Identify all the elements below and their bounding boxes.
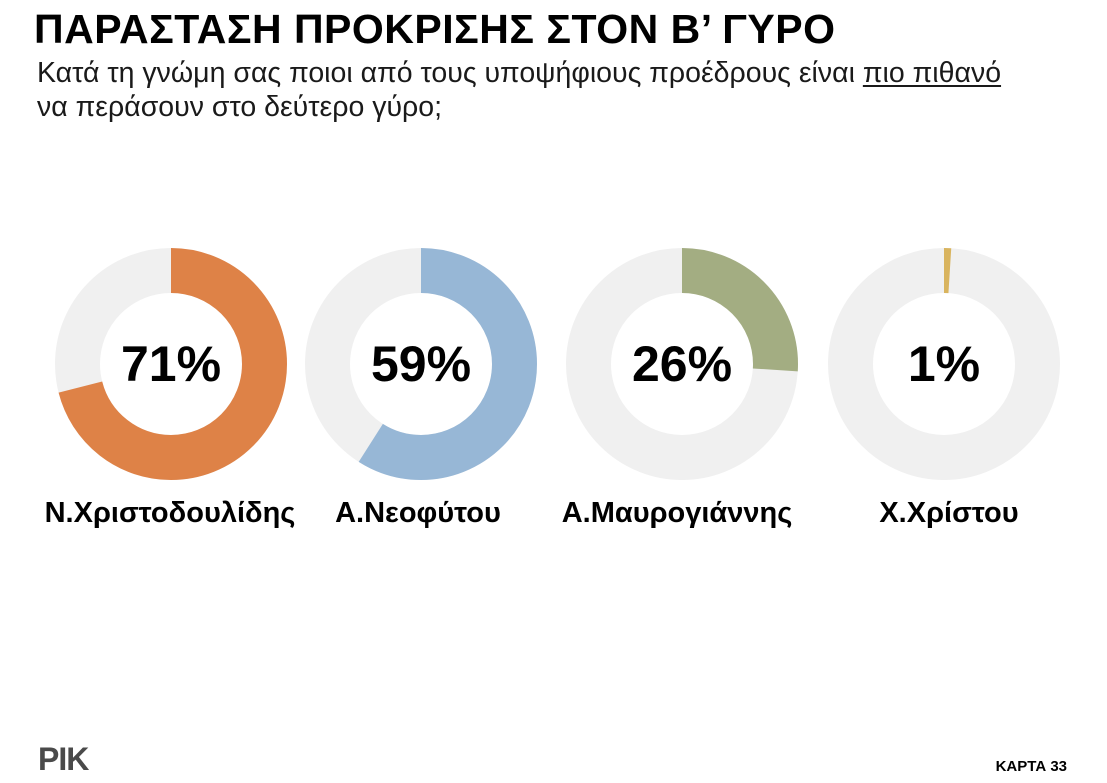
donut-1: 71% — [55, 248, 287, 480]
donut-slice-3 — [566, 248, 798, 480]
donut-value-label: 26% — [631, 336, 733, 392]
donut-slice-2 — [305, 248, 537, 480]
donut-slice-1 — [55, 248, 287, 480]
donut-svg — [566, 248, 798, 480]
subtitle-part2: να περάσουν στο δεύτερο γύρο; — [37, 91, 443, 123]
candidate-name: Α.Μαυρογιάννης — [561, 497, 793, 529]
candidate-name: Α.Νεοφύτου — [335, 497, 501, 529]
donut-svg — [305, 248, 537, 480]
donut-2: 59% — [305, 248, 537, 480]
card-number: ΚΑΡΤΑ 33 — [995, 758, 1067, 775]
donut-4: 1% — [828, 248, 1060, 480]
candidate-name: Ν.Χριστοδουλίδης — [44, 497, 296, 529]
ric-logo: ΡΙΚ — [38, 741, 102, 777]
donut-svg — [828, 248, 1060, 480]
donut-svg — [55, 248, 287, 480]
donut-value-label: 59% — [370, 336, 472, 392]
donut-value-label: 71% — [120, 336, 222, 392]
candidate-name: Χ.Χρίστου — [879, 497, 1019, 529]
page-title: ΠΑΡΑΣΤΑΣΗ ΠΡΟΚΡΙΣΗΣ ΣΤΟΝ Β’ ΓΥΡΟ — [34, 6, 836, 52]
subtitle-underlined: πιο πιθανό — [862, 57, 1002, 89]
donut-slice-4 — [828, 248, 1060, 480]
question-subtitle: Κατά τη γνώμη σας ποιοι από τους υποψήφι… — [37, 56, 1037, 124]
donut-3: 26% — [566, 248, 798, 480]
subtitle-part1: Κατά τη γνώμη σας ποιοι από τους υποψήφι… — [37, 57, 863, 89]
ric-logo-text: ΡΙΚ — [38, 741, 89, 777]
donut-value-label: 1% — [907, 336, 981, 392]
